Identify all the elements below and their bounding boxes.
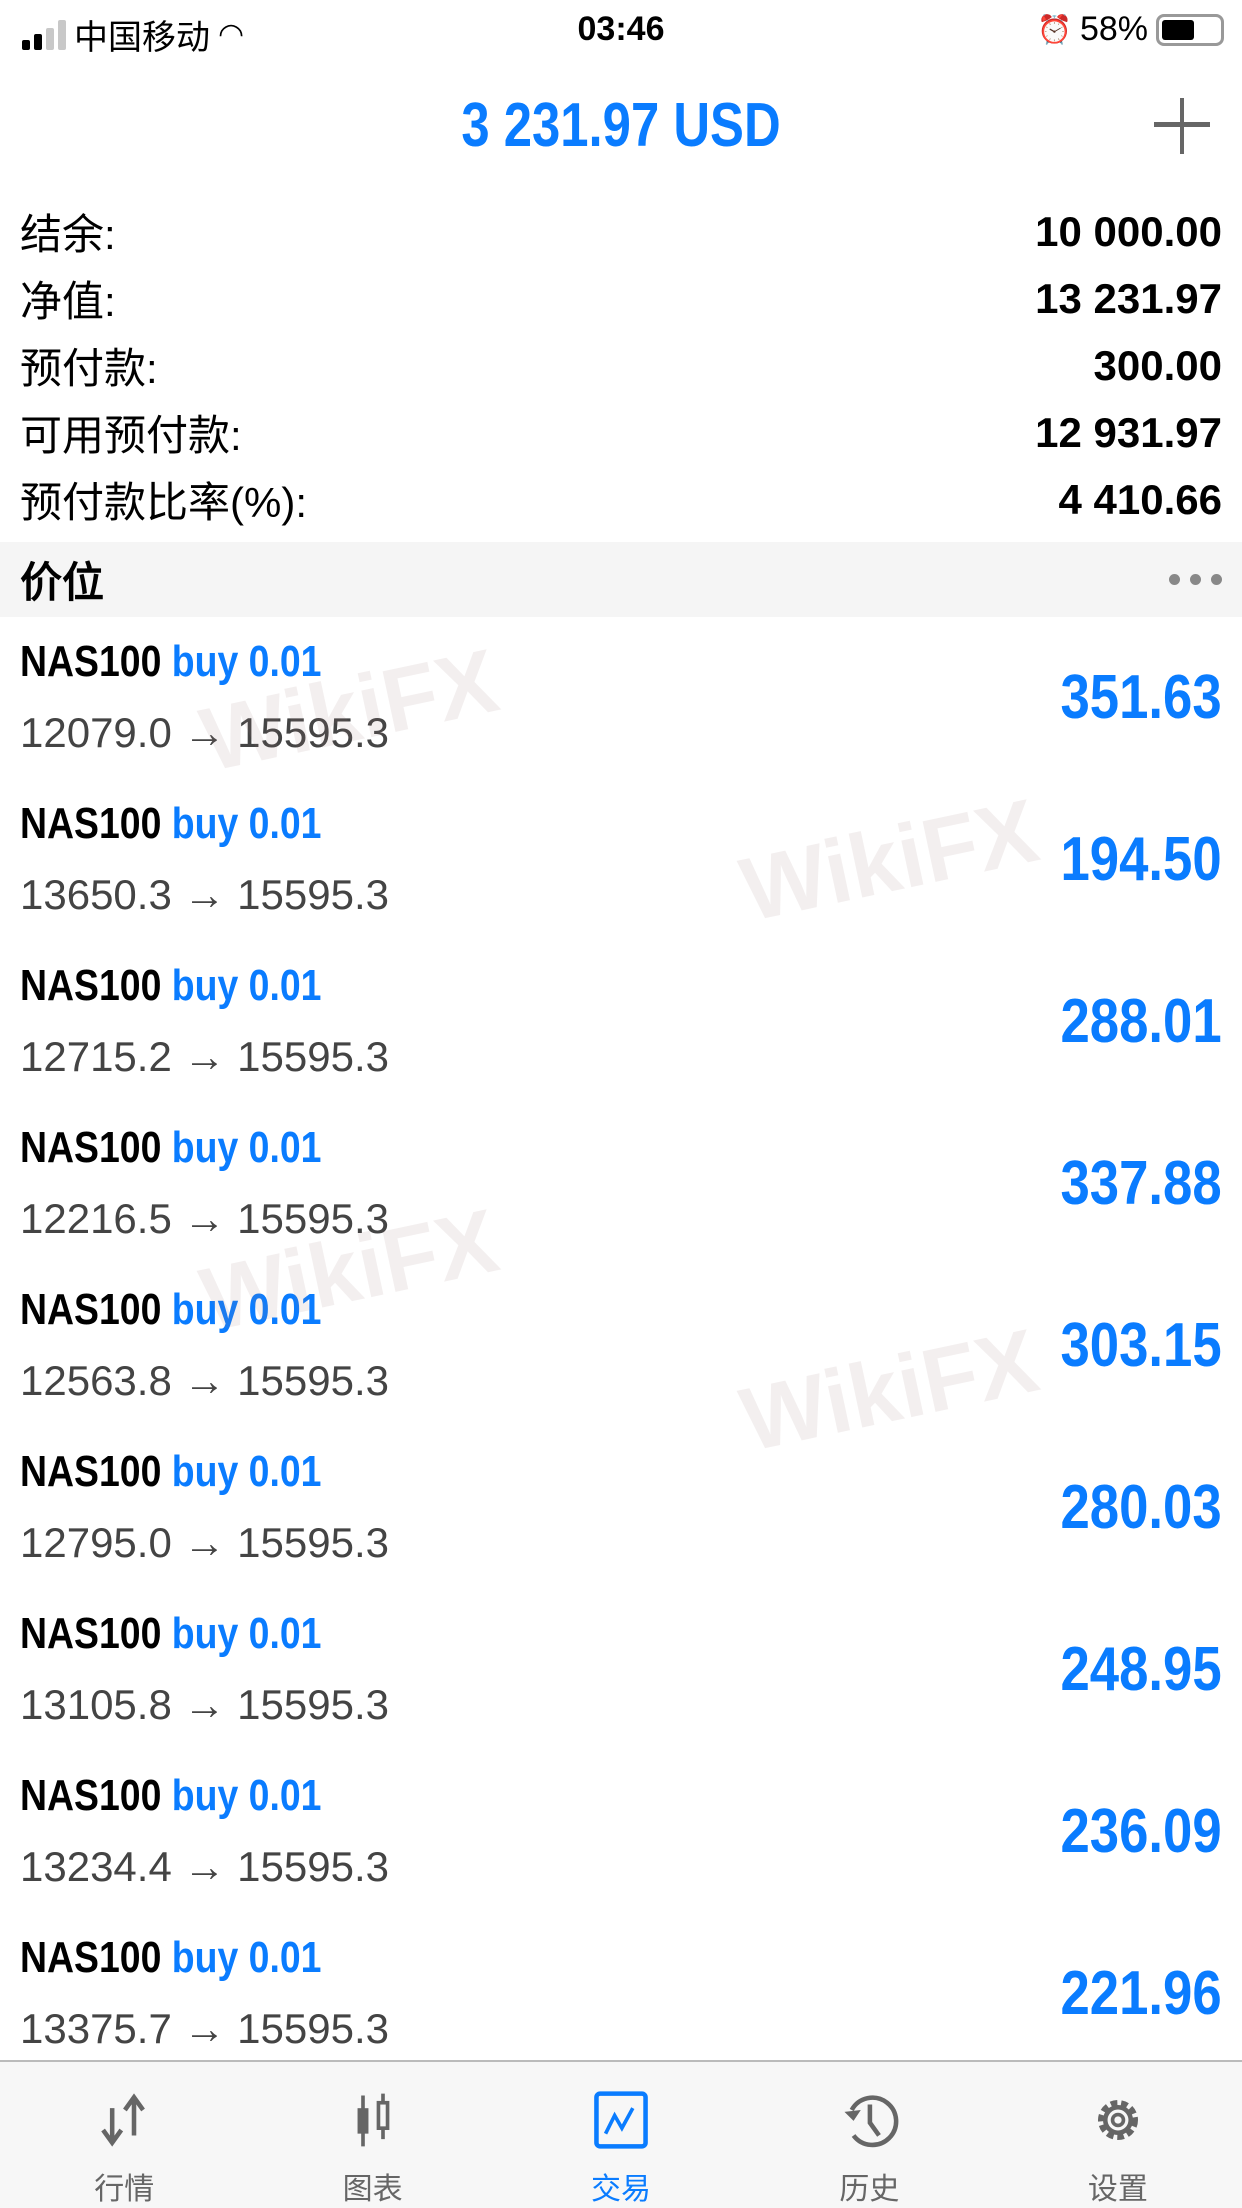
position-side: buy 0.01 — [171, 1933, 322, 1982]
position-symbol: NAS100 — [20, 1933, 162, 1982]
tab-label: 行情 — [94, 2173, 155, 2206]
section-title: 价位 — [20, 559, 105, 606]
position-profit: 236.09 — [1060, 1797, 1222, 1866]
header: 3 231.97 USD — [0, 62, 1242, 187]
position-prices: 12563.8 → 15595.3 — [20, 1357, 389, 1404]
position-prices: 13650.3 → 15595.3 — [20, 871, 389, 918]
position-prices: 12795.0 → 15595.3 — [20, 1519, 389, 1566]
tab-charts[interactable]: 图表 — [248, 2062, 496, 2208]
position-side: buy 0.01 — [171, 1285, 322, 1334]
summary-row: 结余: 10 000.00 — [0, 198, 1242, 265]
position-row[interactable]: NAS100 buy 0.01 13375.7 → 15595.3 221.96 — [0, 1913, 1242, 2075]
position-profit: 280.03 — [1060, 1473, 1222, 1542]
summary-label: 预付款比率(%): — [20, 479, 307, 526]
position-prices: 13105.8 → 15595.3 — [20, 1681, 389, 1728]
position-side: buy 0.01 — [171, 1771, 322, 1820]
summary-row: 可用预付款: 12 931.97 — [0, 399, 1242, 466]
position-prices: 12715.2 → 15595.3 — [20, 1033, 389, 1080]
position-side: buy 0.01 — [171, 1447, 322, 1496]
position-row[interactable]: NAS100 buy 0.01 12079.0 → 15595.3 351.63 — [0, 617, 1242, 779]
position-row[interactable]: NAS100 buy 0.01 12563.8 → 15595.3 303.15 — [0, 1265, 1242, 1427]
position-profit: 288.01 — [1060, 987, 1222, 1056]
summary-row: 预付款: 300.00 — [0, 332, 1242, 399]
position-side: buy 0.01 — [171, 1123, 322, 1172]
position-symbol: NAS100 — [20, 1285, 162, 1334]
summary-label: 预付款: — [20, 345, 158, 392]
battery-percent: 58% — [1079, 10, 1148, 48]
tab-label: 设置 — [1087, 2173, 1148, 2206]
position-row[interactable]: NAS100 buy 0.01 13105.8 → 15595.3 248.95 — [0, 1589, 1242, 1751]
tab-trade[interactable]: 交易 — [497, 2062, 745, 2208]
status-bar: 中国移动 ◠ 03:46 ⏰ 58% — [0, 0, 1242, 62]
positions-list: NAS100 buy 0.01 12079.0 → 15595.3 351.63 NA… — [0, 617, 1242, 2075]
tab-label: 交易 — [591, 2173, 652, 2206]
position-prices: 13234.4 → 15595.3 — [20, 1843, 389, 1890]
tab-bar: 行情 图表 交易 历史 设置 — [0, 2060, 1242, 2208]
position-prices: 12216.5 → 15595.3 — [20, 1195, 389, 1242]
position-prices: 12079.0 → 15595.3 — [20, 709, 389, 756]
summary-row: 净值: 13 231.97 — [0, 265, 1242, 332]
battery-icon — [1156, 13, 1224, 46]
position-profit: 303.15 — [1060, 1311, 1222, 1380]
position-profit: 248.95 — [1060, 1635, 1222, 1704]
tab-label: 历史 — [839, 2173, 900, 2206]
position-row[interactable]: NAS100 buy 0.01 12795.0 → 15595.3 280.03 — [0, 1427, 1242, 1589]
position-symbol: NAS100 — [20, 1771, 162, 1820]
summary-value: 13 231.97 — [1035, 274, 1222, 322]
summary-value: 4 410.66 — [1058, 475, 1223, 523]
history-icon — [844, 2095, 899, 2148]
position-symbol: NAS100 — [20, 1447, 162, 1496]
tab-history[interactable]: 历史 — [745, 2062, 993, 2208]
summary-value: 10 000.00 — [1035, 207, 1222, 255]
arrows-updown-icon — [101, 2093, 146, 2147]
summary-label: 净值: — [20, 278, 116, 325]
tab-quotes[interactable]: 行情 — [0, 2062, 248, 2208]
position-row[interactable]: NAS100 buy 0.01 13650.3 → 15595.3 194.50 — [0, 779, 1242, 941]
position-prices: 13375.7 → 15595.3 — [20, 2005, 389, 2052]
wifi-icon: ◠ — [218, 18, 245, 51]
carrier: 中国移动 ◠ — [22, 10, 244, 59]
position-row[interactable]: NAS100 buy 0.01 12216.5 → 15595.3 337.88 — [0, 1103, 1242, 1265]
summary-value: 12 931.97 — [1035, 408, 1222, 456]
position-side: buy 0.01 — [171, 961, 322, 1010]
candlestick-icon — [357, 2093, 389, 2147]
tab-label: 图表 — [342, 2173, 403, 2206]
tab-settings[interactable]: 设置 — [994, 2062, 1242, 2208]
position-symbol: NAS100 — [20, 799, 162, 848]
signal-icon — [22, 19, 66, 50]
position-profit: 194.50 — [1060, 825, 1222, 894]
more-icon[interactable] — [1169, 574, 1222, 585]
clock: 03:46 — [577, 10, 665, 48]
position-profit: 337.88 — [1060, 1149, 1222, 1218]
position-row[interactable]: NAS100 buy 0.01 12715.2 → 15595.3 288.01 — [0, 941, 1242, 1103]
position-symbol: NAS100 — [20, 961, 162, 1010]
position-symbol: NAS100 — [20, 637, 162, 686]
alarm-icon: ⏰ — [1037, 14, 1072, 45]
add-order-button[interactable] — [1154, 98, 1210, 154]
summary-label: 可用预付款: — [20, 412, 242, 459]
summary-label: 结余: — [20, 211, 116, 258]
account-profit-title: 3 231.97 USD — [461, 91, 781, 160]
position-side: buy 0.01 — [171, 1609, 322, 1658]
summary-row: 预付款比率(%): 4 410.66 — [0, 466, 1242, 533]
summary-value: 300.00 — [1093, 341, 1222, 389]
account-summary: 结余: 10 000.00 净值: 13 231.97 预付款: 300.00 可用预付款:… — [0, 198, 1242, 533]
position-side: buy 0.01 — [171, 637, 322, 686]
gear-icon — [1097, 2100, 1138, 2140]
position-symbol: NAS100 — [20, 1123, 162, 1172]
position-side: buy 0.01 — [171, 799, 322, 848]
position-profit: 221.96 — [1060, 1959, 1222, 2028]
trade-chart-icon — [594, 2091, 648, 2149]
position-profit: 351.63 — [1060, 663, 1222, 732]
positions-header: 价位 — [0, 542, 1242, 617]
position-row[interactable]: NAS100 buy 0.01 13234.4 → 15595.3 236.09 — [0, 1751, 1242, 1913]
carrier-name: 中国移动 — [74, 19, 210, 57]
position-symbol: NAS100 — [20, 1609, 162, 1658]
